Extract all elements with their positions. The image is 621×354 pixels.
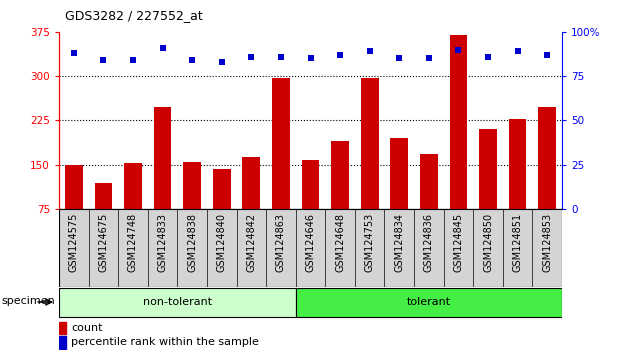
Point: [513, 48, 523, 54]
Text: GSM124842: GSM124842: [247, 213, 256, 272]
Text: GSM124834: GSM124834: [394, 213, 404, 272]
Text: specimen: specimen: [1, 296, 55, 306]
Bar: [94, 183, 112, 209]
Text: GSM124840: GSM124840: [217, 213, 227, 272]
Bar: [302, 160, 319, 209]
Text: GSM124753: GSM124753: [365, 213, 374, 272]
Text: non-tolerant: non-tolerant: [143, 297, 212, 307]
Text: GSM124648: GSM124648: [335, 213, 345, 272]
Bar: [242, 157, 260, 209]
Bar: [65, 165, 83, 209]
Point: [306, 56, 315, 61]
Point: [424, 56, 434, 61]
Text: GSM124845: GSM124845: [453, 213, 463, 272]
Text: GSM124838: GSM124838: [187, 213, 197, 272]
Bar: [272, 79, 290, 209]
Bar: [59, 322, 66, 334]
Text: GSM124748: GSM124748: [128, 213, 138, 272]
Bar: [479, 129, 497, 209]
Point: [483, 54, 493, 59]
Bar: [538, 107, 556, 209]
Text: GSM124833: GSM124833: [158, 213, 168, 272]
Bar: [420, 154, 438, 209]
Text: GSM124853: GSM124853: [542, 213, 552, 272]
Point: [453, 47, 463, 52]
Bar: [391, 138, 408, 209]
Point: [187, 57, 197, 63]
Point: [158, 45, 168, 51]
Text: tolerant: tolerant: [407, 297, 451, 307]
Bar: [124, 164, 142, 209]
Text: GSM124836: GSM124836: [424, 213, 434, 272]
Bar: [59, 336, 66, 349]
Point: [98, 57, 108, 63]
Text: GDS3282 / 227552_at: GDS3282 / 227552_at: [65, 10, 203, 22]
Point: [247, 54, 256, 59]
Bar: [509, 119, 527, 209]
Point: [128, 57, 138, 63]
Bar: [59, 288, 296, 317]
Point: [542, 52, 552, 58]
Text: percentile rank within the sample: percentile rank within the sample: [71, 337, 260, 348]
Text: GSM124575: GSM124575: [69, 213, 79, 272]
Bar: [296, 288, 562, 317]
Bar: [331, 141, 349, 209]
Bar: [450, 35, 468, 209]
Point: [335, 52, 345, 58]
Text: GSM124863: GSM124863: [276, 213, 286, 272]
Text: GSM124646: GSM124646: [306, 213, 315, 272]
Point: [276, 54, 286, 59]
Text: GSM124850: GSM124850: [483, 213, 493, 272]
Point: [217, 59, 227, 65]
Text: GSM124675: GSM124675: [98, 213, 109, 272]
Bar: [183, 162, 201, 209]
Bar: [361, 79, 379, 209]
Text: GSM124851: GSM124851: [512, 213, 523, 272]
Text: count: count: [71, 322, 103, 332]
Point: [365, 48, 374, 54]
Point: [394, 56, 404, 61]
Bar: [213, 169, 230, 209]
Bar: [153, 107, 171, 209]
Point: [69, 50, 79, 56]
